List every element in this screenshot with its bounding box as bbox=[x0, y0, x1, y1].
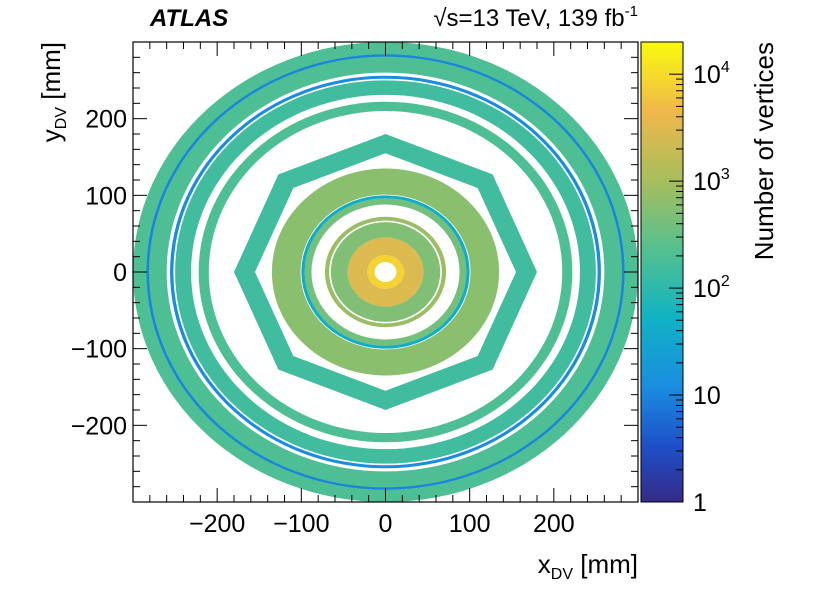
colorbar-tick-label: 1 bbox=[693, 489, 707, 517]
x-tick-label: 0 bbox=[379, 510, 393, 538]
colorbar-tick-label: 102 bbox=[693, 273, 730, 303]
colorbar-tick-label: 103 bbox=[693, 166, 730, 196]
x-axis-title: xDV [mm] bbox=[538, 549, 638, 583]
y-tick-label: −200 bbox=[71, 412, 127, 440]
y-axis: −200 −100 0 100 200 bbox=[71, 41, 638, 503]
colorbar-tick-label: 104 bbox=[693, 59, 730, 89]
x-tick-label: −200 bbox=[189, 510, 245, 538]
y-tick-label: −100 bbox=[71, 336, 127, 364]
beam-pipe-ring-band bbox=[366, 255, 405, 289]
colorbar bbox=[641, 42, 683, 502]
pixel-core-band bbox=[347, 237, 424, 307]
heatmap-layer bbox=[133, 42, 638, 502]
atlas-label: ATLAS bbox=[149, 5, 228, 32]
colorbar-title: Number of vertices bbox=[749, 42, 779, 260]
y-tick-label: 200 bbox=[85, 106, 127, 134]
pixel-layer-2-band bbox=[330, 222, 441, 322]
colorbar-tick-label: 10 bbox=[693, 382, 721, 410]
y-axis-title: yDV [mm] bbox=[36, 42, 70, 142]
colorbar-axis: 1 10 102 103 104 bbox=[669, 41, 730, 517]
energy-lumi-label: √s=13 TeV, 139 fb-1 bbox=[433, 3, 638, 32]
colorbar-frame bbox=[640, 41, 684, 503]
x-tick-label: −100 bbox=[273, 510, 329, 538]
x-axis: −200 −100 0 100 200 bbox=[132, 42, 639, 538]
x-tick-label: 200 bbox=[533, 510, 575, 538]
y-tick-label: 0 bbox=[113, 259, 127, 287]
y-tick-label: 100 bbox=[85, 182, 127, 210]
x-tick-label: 100 bbox=[449, 510, 491, 538]
